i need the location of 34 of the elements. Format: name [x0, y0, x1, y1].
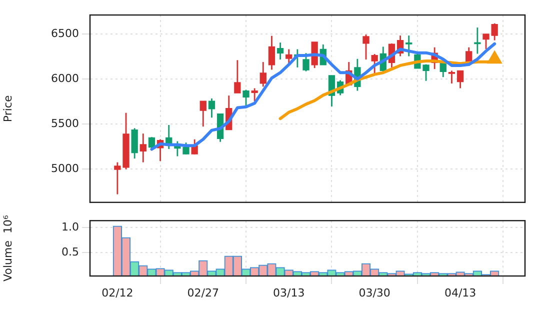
x-tick-label: 04/13	[444, 286, 476, 300]
candlestick	[234, 59, 241, 94]
x-tick-label: 03/30	[358, 286, 390, 300]
candlestick	[371, 53, 378, 75]
candlestick	[200, 100, 206, 128]
candlestick	[302, 52, 310, 72]
y-tick-label: 5000	[51, 162, 79, 175]
candlestick	[406, 34, 412, 57]
candlestick	[208, 98, 216, 118]
candlestick	[362, 34, 370, 60]
candlestick	[276, 42, 284, 60]
y-tick-label: 6500	[51, 26, 79, 40]
x-tick-label: 02/27	[187, 286, 219, 300]
candlestick	[131, 127, 138, 160]
y-tick-label: 5500	[51, 116, 79, 130]
candlestick	[268, 35, 276, 70]
y-axis-title: Volume 10⁶	[1, 214, 14, 282]
candlestick	[474, 26, 481, 54]
candlestick	[148, 136, 156, 150]
candlestick	[448, 70, 456, 84]
candlestick	[260, 61, 266, 88]
x-tick-label: 03/13	[273, 286, 305, 300]
y-tick-label: 1.0	[62, 220, 79, 234]
candlestick	[456, 70, 464, 89]
candlestick	[191, 138, 198, 156]
candlestick	[242, 89, 250, 107]
candlestick	[466, 46, 472, 64]
y-tick-label: 0.5	[62, 245, 79, 258]
y-axis-title: Price	[1, 95, 14, 122]
x-tick-label: 02/12	[102, 286, 134, 300]
y-tick-label: 6000	[51, 72, 79, 85]
candlestick	[286, 48, 292, 65]
candlestick	[251, 88, 258, 102]
candlestick	[140, 132, 146, 164]
